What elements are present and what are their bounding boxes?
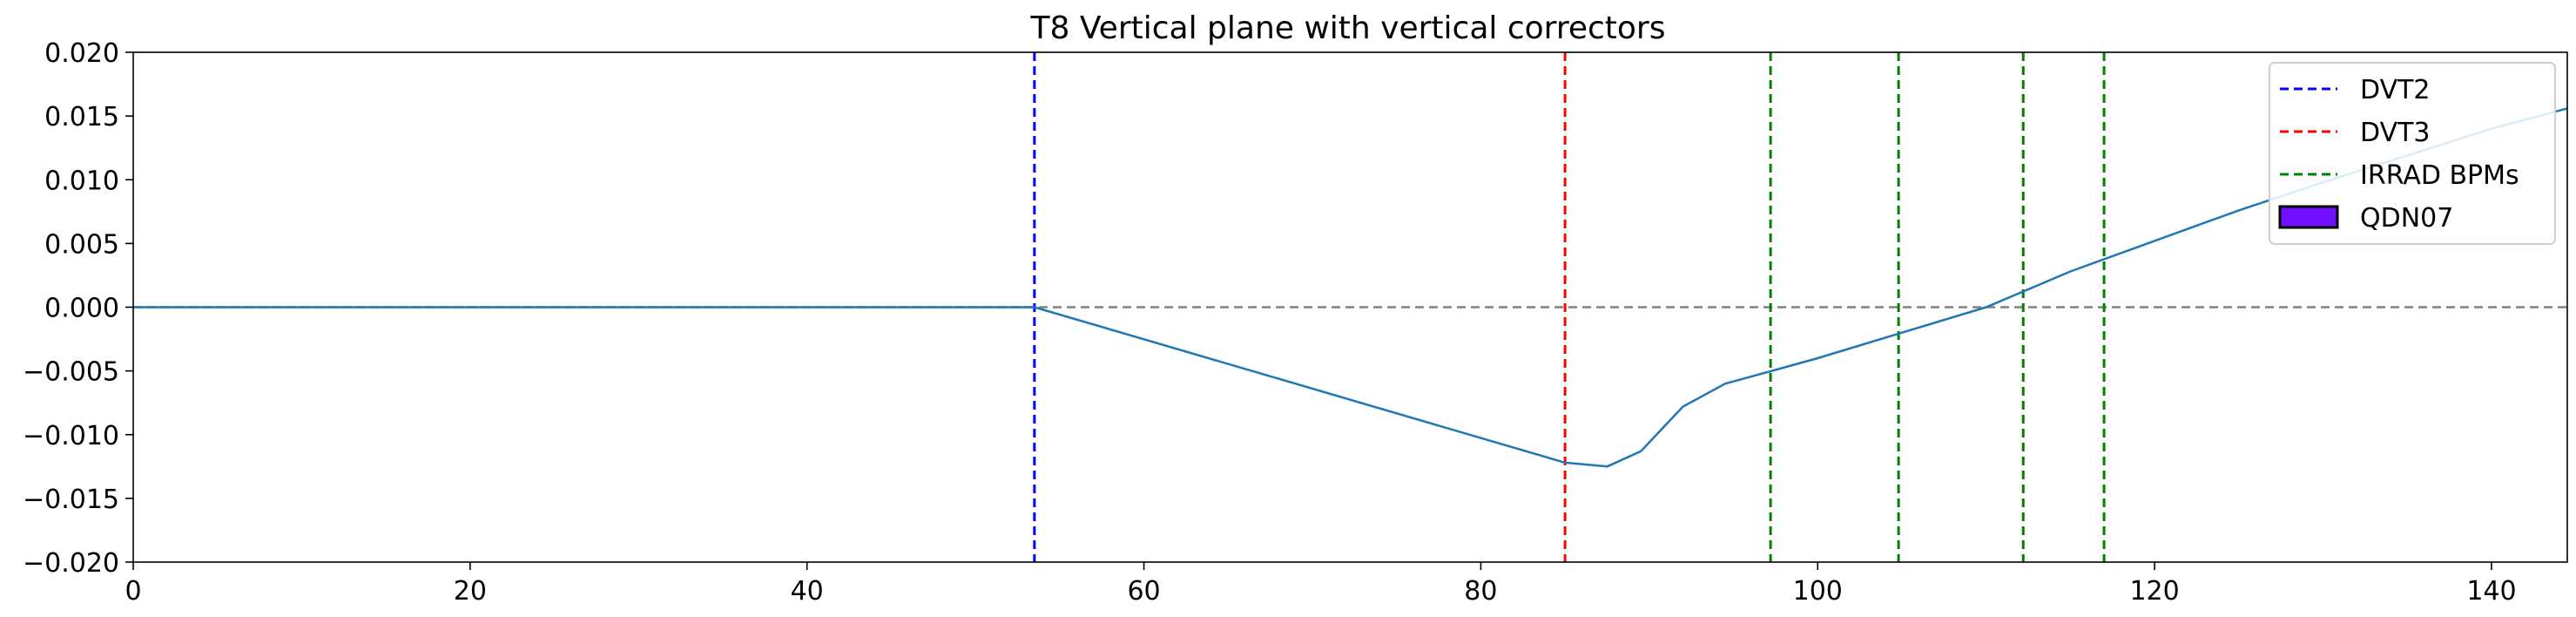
legend-label: DVT2 — [2360, 75, 2431, 105]
x-tick-label: 20 — [454, 576, 487, 607]
plot-area: 0 20 40 60 80 100 120 140 0.020 0.015 0.010 0.005 0.… — [23, 38, 2568, 607]
y-tick-label: −0.010 — [23, 421, 119, 451]
series-line-0 — [133, 107, 2568, 468]
y-tick-label: 0.020 — [44, 38, 119, 69]
x-tick-label: 0 — [125, 576, 141, 607]
y-tick-label: 0.005 — [44, 229, 119, 260]
chart-title: T8 Vertical plane with vertical correcto… — [1030, 10, 1666, 46]
y-tick-label: −0.020 — [23, 548, 119, 579]
x-tick-label: 140 — [2466, 576, 2516, 607]
legend-label: DVT3 — [2360, 118, 2431, 148]
x-tick-label: 100 — [1793, 576, 1843, 607]
y-tick-label: −0.015 — [23, 485, 119, 515]
legend-box — [2269, 62, 2556, 245]
legend-swatch-patch — [2278, 205, 2339, 229]
x-tick-label: 60 — [1127, 576, 1160, 607]
legend-label: QDN07 — [2360, 203, 2453, 234]
y-tick-label: 0.000 — [44, 294, 119, 324]
x-tick-label: 120 — [2129, 576, 2179, 607]
x-tick-label: 80 — [1464, 576, 1497, 607]
legend-label: IRRAD BPMs — [2360, 160, 2519, 191]
y-tick-label: 0.010 — [44, 166, 119, 196]
y-tick-label: −0.005 — [23, 357, 119, 388]
x-tick-label: 40 — [791, 576, 824, 607]
legend: DVT2 DVT3 IRRAD BPMs QDN07 — [2269, 62, 2556, 245]
y-tick-label: 0.015 — [44, 102, 119, 132]
